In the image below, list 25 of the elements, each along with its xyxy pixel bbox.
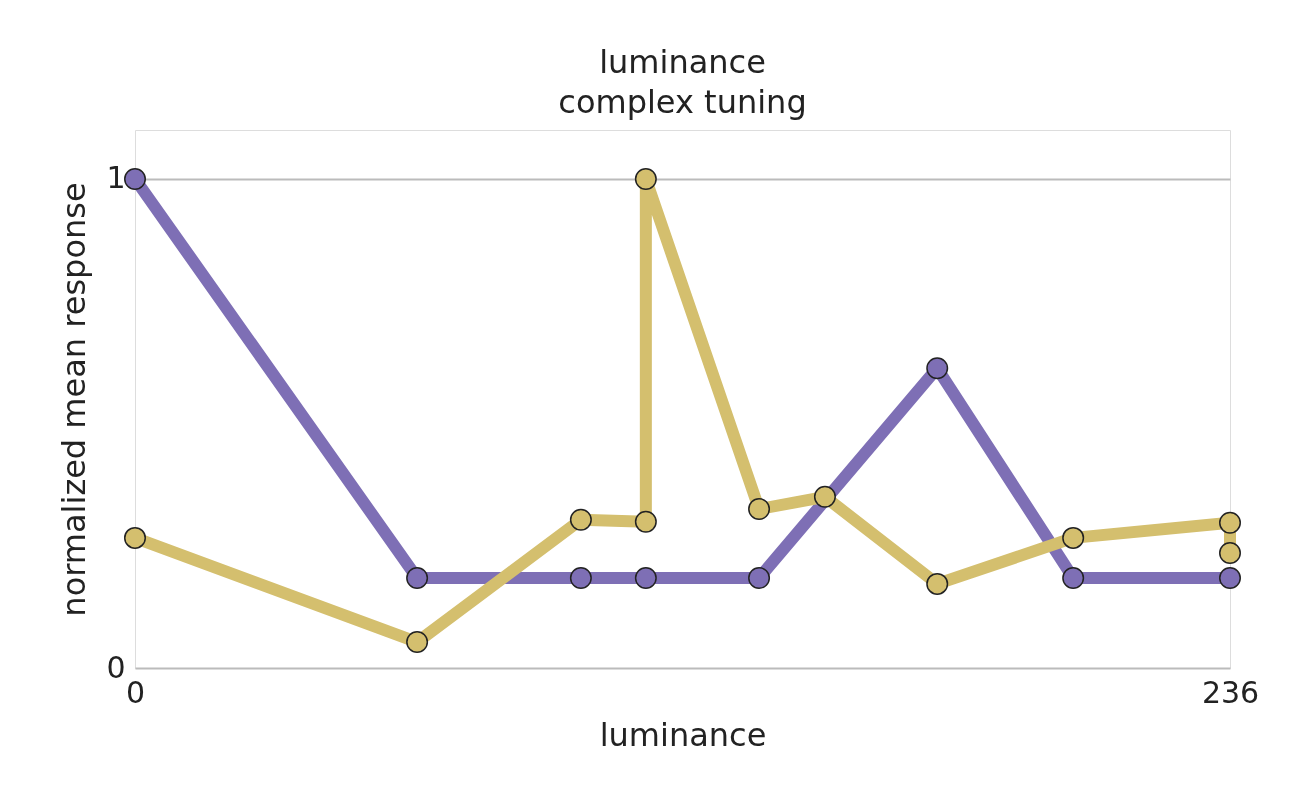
point	[926, 357, 949, 380]
point	[1219, 542, 1241, 565]
point	[634, 510, 657, 533]
point	[406, 631, 429, 654]
y-tick-label: 1	[106, 160, 126, 196]
point	[748, 498, 771, 521]
point	[1062, 567, 1085, 589]
point	[1062, 526, 1085, 549]
point	[569, 508, 592, 531]
point	[124, 167, 146, 190]
point	[1219, 511, 1241, 534]
point	[634, 167, 657, 190]
point	[926, 572, 949, 595]
point	[406, 567, 429, 589]
x-tick-label: 236	[1201, 674, 1260, 710]
point	[813, 485, 836, 508]
point	[1219, 567, 1241, 589]
point	[748, 567, 771, 589]
chart-subtitle: complex tuning	[558, 83, 807, 121]
point	[634, 567, 657, 589]
point	[569, 567, 592, 589]
x-axis-title: luminance	[599, 715, 767, 754]
y-axis-title: normalized mean response	[55, 182, 94, 617]
point	[124, 526, 146, 549]
chart-title: luminance	[599, 43, 766, 81]
